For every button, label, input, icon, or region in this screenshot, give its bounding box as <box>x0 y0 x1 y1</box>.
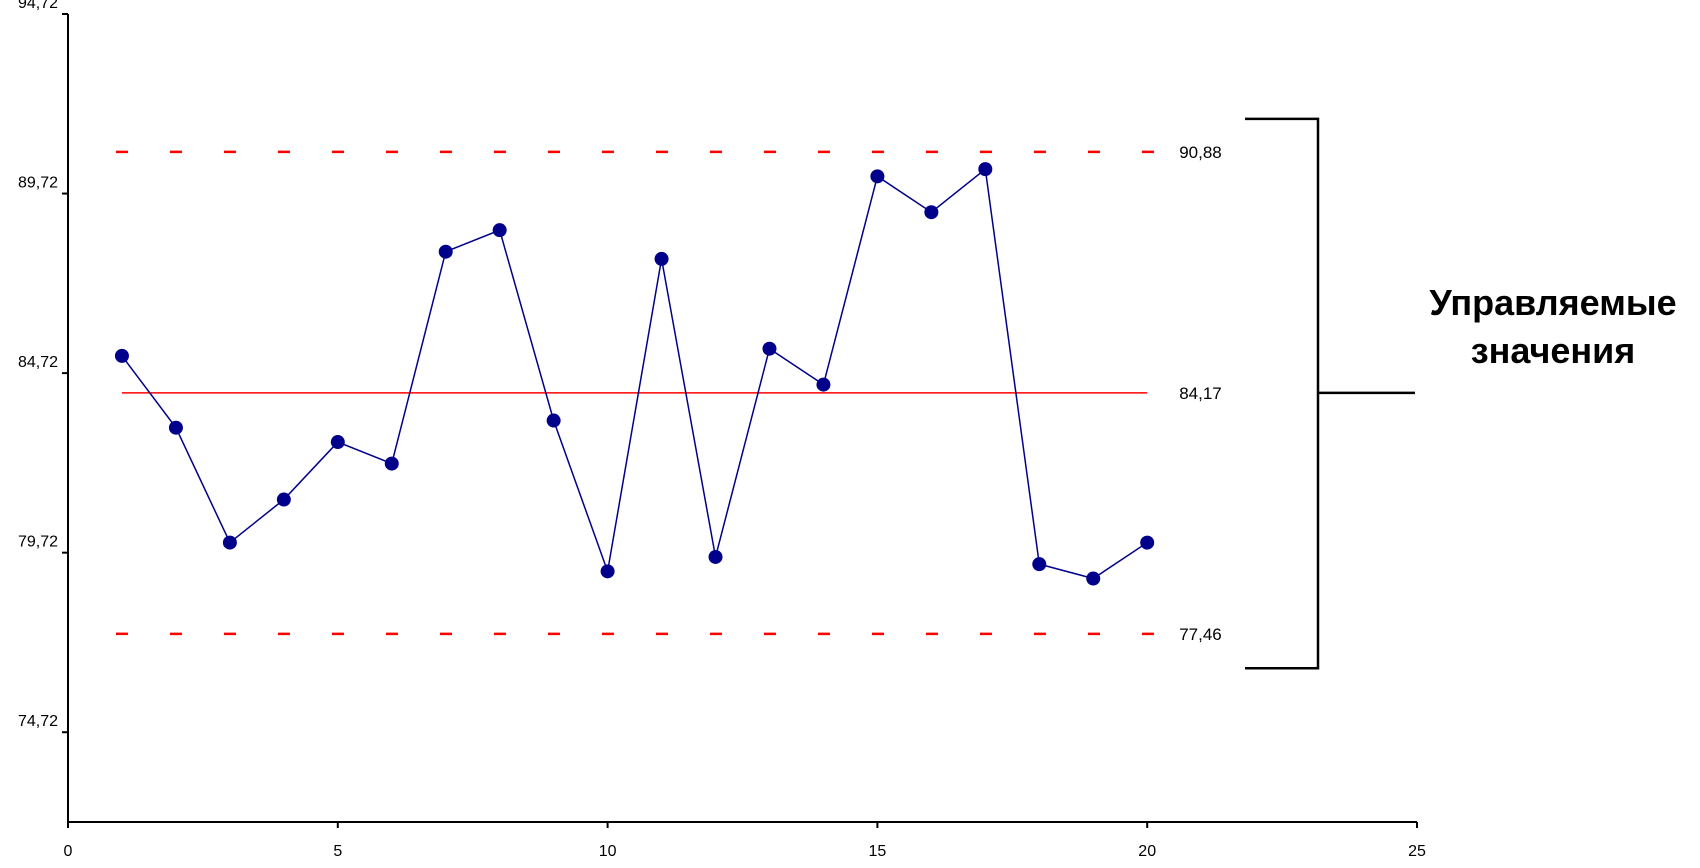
y-tick-label: 79,72 <box>18 534 58 551</box>
data-point <box>384 456 399 471</box>
reference-line-label: 77,46 <box>1179 625 1222 644</box>
data-point <box>654 251 669 266</box>
data-point <box>816 377 831 392</box>
data-point <box>330 435 345 450</box>
x-tick-label: 10 <box>599 843 617 860</box>
data-point <box>1032 557 1047 572</box>
axes: 74,72 79,72 84,72 89,72 94,72 0 5 10 15 20 25 <box>18 0 1426 860</box>
data-point <box>438 244 453 259</box>
y-tick-label: 89,72 <box>18 175 58 192</box>
data-point <box>978 162 993 177</box>
reference-line-label: 84,17 <box>1179 384 1222 403</box>
data-point <box>276 492 291 507</box>
y-tick-label: 94,72 <box>18 0 58 12</box>
data-point <box>222 535 237 550</box>
y-tick-label: 84,72 <box>18 354 58 371</box>
data-point <box>600 564 615 579</box>
series-group <box>114 162 1155 586</box>
data-point <box>708 549 723 564</box>
x-tick-label: 0 <box>64 843 73 860</box>
reference-line-label: 90,88 <box>1179 143 1222 162</box>
data-point <box>762 341 777 356</box>
annotation-line-1: Управляемые <box>1429 282 1676 323</box>
data-point <box>546 413 561 428</box>
x-tick-label: 5 <box>333 843 342 860</box>
data-point <box>492 223 507 238</box>
series-line <box>121 167 1148 580</box>
data-point <box>924 205 939 220</box>
data-point <box>1140 535 1155 550</box>
data-point <box>114 348 129 363</box>
data-point <box>870 169 885 184</box>
annotation-line-2: значения <box>1471 330 1636 371</box>
bracket-annotation: Управляемые значения <box>1245 117 1677 670</box>
data-point <box>168 420 183 435</box>
data-point <box>1086 571 1101 586</box>
bracket-shape <box>1245 117 1415 670</box>
x-tick-label: 20 <box>1138 843 1156 860</box>
y-tick-label: 74,72 <box>18 713 58 730</box>
x-tick-label: 25 <box>1408 843 1426 860</box>
reference-lines: 90,88 84,17 77,46 <box>115 143 1222 644</box>
x-tick-label: 15 <box>869 843 887 860</box>
